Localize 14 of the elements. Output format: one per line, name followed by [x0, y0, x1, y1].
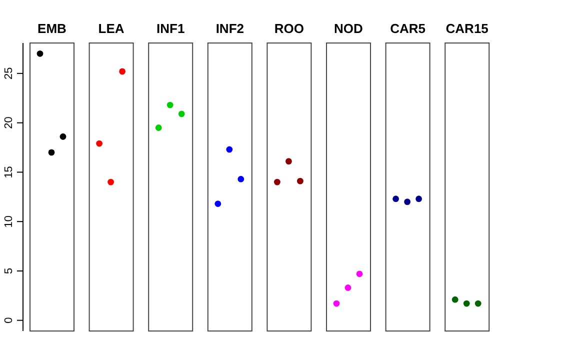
x-tick-label: CAR5: [390, 21, 426, 36]
y-tick-label: 5: [3, 268, 15, 274]
y-tick-label: 10: [3, 215, 15, 228]
x-tick-label: INF1: [156, 21, 185, 36]
x-tick-label: ROO: [274, 21, 304, 36]
y-tick-label: 0: [3, 317, 15, 324]
y-tick-label: 25: [3, 67, 15, 80]
x-tick-label: NOD: [334, 21, 363, 36]
x-tick-label: LEA: [98, 21, 125, 36]
x-tick-label: INF2: [216, 21, 244, 36]
y-tick-label: 20: [3, 116, 15, 129]
x-tick-label: EMB: [38, 21, 66, 36]
x-tick-label: CAR15: [446, 21, 488, 36]
y-tick-label: 15: [3, 166, 15, 178]
